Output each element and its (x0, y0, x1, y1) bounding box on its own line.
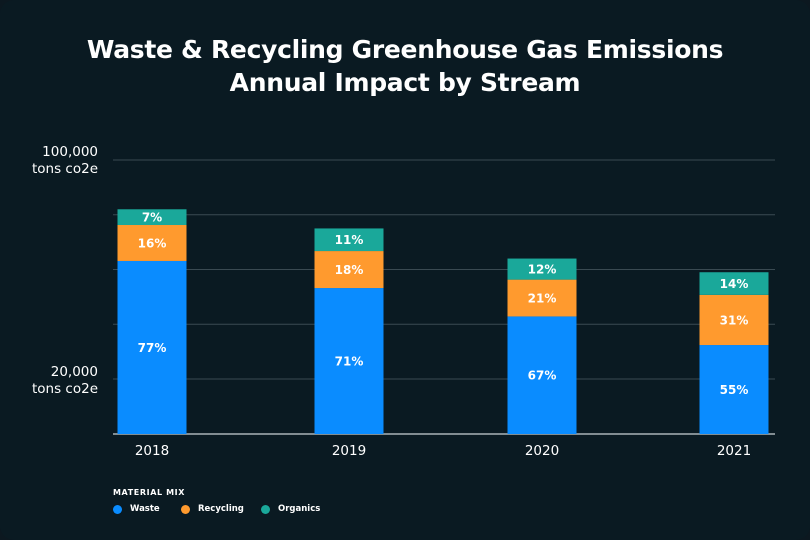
legend-item-organics: Organics (261, 503, 320, 515)
x-tick-label-2021: 2021 (717, 443, 751, 459)
data-label-recycling-2020: 21% (528, 292, 557, 306)
bar-recycling-2021 (699, 294, 769, 346)
bar-waste-2021 (699, 345, 769, 434)
x-tick-label-2018: 2018 (135, 443, 169, 459)
bar-organics-2021 (699, 272, 769, 295)
data-label-waste-2020: 67% (528, 369, 557, 383)
x-tick-label-2020: 2020 (525, 443, 559, 459)
bar-organics-2019 (314, 228, 384, 252)
y-tick-label-bottom: 20,000 tons co2e (31, 364, 98, 397)
legend-title: MATERIAL MIX (113, 488, 185, 497)
x-tick-label-2019: 2019 (332, 443, 366, 459)
bar-recycling-2019 (314, 251, 384, 289)
legend-swatch-organics (261, 504, 270, 514)
legend-swatch-waste (113, 504, 122, 514)
data-label-waste-2019: 71% (335, 355, 364, 369)
data-label-recycling-2018: 16% (138, 236, 167, 250)
bar-waste-2020 (507, 316, 577, 434)
legend-swatch-recycling (181, 504, 190, 514)
data-label-waste-2021: 55% (720, 383, 749, 397)
data-label-organics-2018: 7% (142, 211, 162, 225)
bar-organics-2020 (507, 258, 577, 280)
bar-waste-2018 (117, 260, 187, 434)
legend-item-waste: Waste (113, 503, 160, 515)
data-label-organics-2021: 14% (720, 277, 749, 291)
data-label-organics-2019: 11% (335, 233, 364, 247)
bar-recycling-2020 (507, 279, 577, 317)
chart-title: Waste & Recycling Greenhouse Gas Emissio… (86, 35, 724, 64)
bar-waste-2019 (314, 288, 384, 434)
legend-item-recycling: Recycling (181, 503, 244, 515)
data-label-organics-2020: 12% (528, 263, 557, 277)
data-label-recycling-2021: 31% (720, 313, 749, 327)
bar-organics-2018 (117, 209, 187, 226)
data-label-waste-2018: 77% (138, 341, 167, 355)
bar-recycling-2018 (117, 225, 187, 261)
chart-subtitle: Annual Impact by Stream (229, 68, 581, 97)
data-label-recycling-2019: 18% (335, 263, 364, 277)
y-tick-label-top: 100,000 tons co2e (31, 144, 98, 177)
